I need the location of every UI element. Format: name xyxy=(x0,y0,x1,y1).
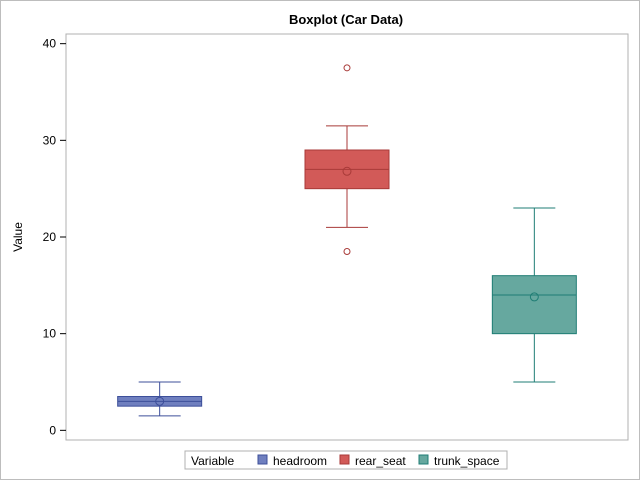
legend-swatch-rear_seat xyxy=(339,454,350,465)
y-axis: 0 10 20 30 40 xyxy=(43,37,66,437)
mean-marker xyxy=(529,292,539,302)
legend-swatch-trunk_space xyxy=(418,454,429,465)
legend-swatch-headroom xyxy=(257,454,268,465)
y-axis-label: Value xyxy=(11,222,25,252)
legend-label-headroom: headroom xyxy=(273,454,327,468)
y-tick-label: 30 xyxy=(43,133,57,147)
outlier-point xyxy=(343,248,351,255)
y-tick-label: 0 xyxy=(49,423,56,437)
outlier-point xyxy=(343,64,351,72)
box-iqr xyxy=(491,275,577,335)
legend-label-trunk_space: trunk_space xyxy=(434,454,500,468)
y-tick-label: 20 xyxy=(43,230,57,244)
mean-marker xyxy=(342,166,352,176)
boxes-group xyxy=(117,64,577,417)
legend-items: headroom rear_seat trunk_space xyxy=(257,454,500,468)
y-tick-label: 40 xyxy=(43,37,57,51)
mean-marker xyxy=(155,396,165,406)
box-rear_seat xyxy=(304,64,390,255)
legend-label-rear_seat: rear_seat xyxy=(355,454,406,468)
box-headroom xyxy=(117,381,203,417)
legend: Variable headroom rear_seat trunk_space xyxy=(184,450,508,470)
box-trunk_space xyxy=(491,207,577,383)
y-tick-label: 10 xyxy=(43,327,57,341)
legend-title: Variable xyxy=(191,454,234,468)
plot-area xyxy=(65,33,629,441)
chart-title: Boxplot (Car Data) xyxy=(289,12,403,27)
